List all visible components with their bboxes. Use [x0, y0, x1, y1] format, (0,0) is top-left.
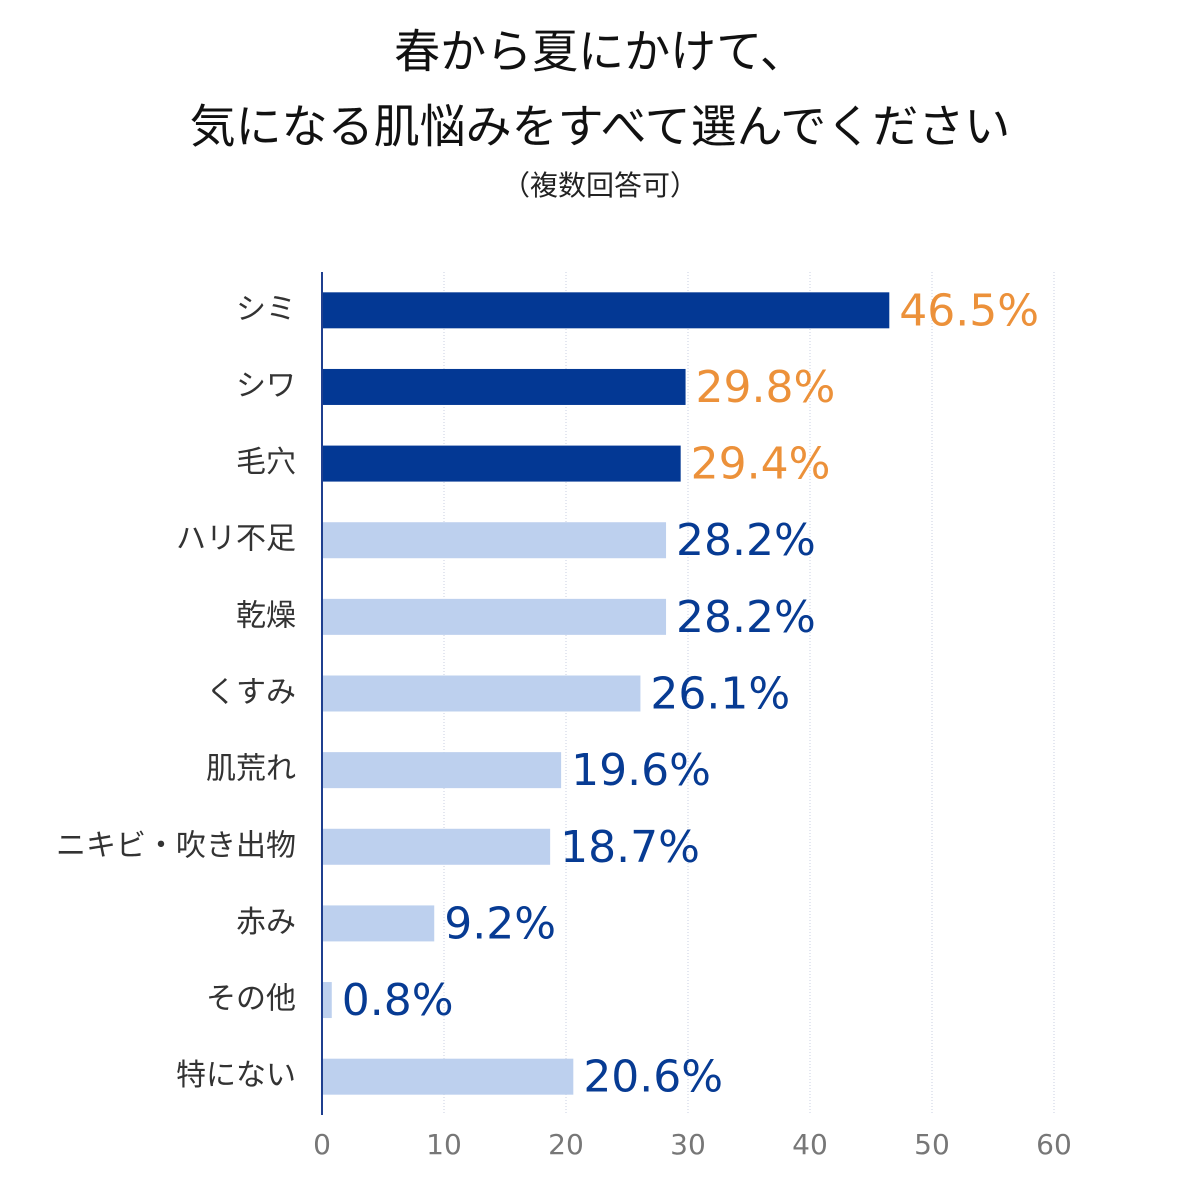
x-tick-label: 0	[313, 1128, 331, 1161]
value-label: 20.6%	[583, 1052, 723, 1103]
x-tick-label: 30	[670, 1128, 706, 1161]
bar	[322, 752, 562, 789]
value-label: 46.5%	[899, 285, 1039, 336]
y-tick-label: 肌荒れ	[206, 752, 296, 787]
value-label: 28.2%	[676, 515, 816, 566]
y-tick-label: シミ	[236, 292, 296, 327]
value-label: 29.4%	[691, 439, 831, 490]
bar	[322, 522, 667, 559]
bar	[322, 675, 641, 712]
y-tick-label: 赤み	[236, 905, 296, 940]
bar	[322, 828, 551, 865]
y-tick-label: くすみ	[206, 675, 296, 710]
y-tick-label: ニキビ・吹き出物	[56, 828, 296, 863]
value-label: 26.1%	[650, 669, 790, 720]
value-label: 0.8%	[342, 975, 454, 1026]
x-tick-label: 20	[548, 1128, 584, 1161]
y-tick-label: その他	[206, 982, 296, 1017]
value-label: 18.7%	[560, 822, 700, 873]
x-tick-label: 40	[792, 1128, 828, 1161]
bar	[322, 445, 681, 482]
value-label: 9.2%	[444, 898, 556, 949]
y-tick-label: 特にない	[176, 1058, 296, 1093]
chart-subtitle: （複数回答可）	[502, 169, 698, 202]
bar	[322, 292, 890, 329]
y-tick-label: 毛穴	[236, 445, 296, 480]
y-tick-label: シワ	[236, 368, 296, 403]
value-label: 19.6%	[571, 745, 711, 796]
bar	[322, 905, 435, 942]
bar	[322, 1058, 574, 1095]
bar	[322, 598, 667, 635]
bar	[322, 982, 332, 1019]
x-tick-label: 10	[426, 1128, 462, 1161]
x-tick-label: 50	[914, 1128, 950, 1161]
value-label: 29.8%	[696, 362, 836, 413]
value-label: 28.2%	[676, 592, 816, 643]
chart-title: 春から夏にかけて、	[394, 25, 806, 79]
y-tick-label: 乾燥	[236, 598, 296, 633]
x-tick-label: 60	[1036, 1128, 1072, 1161]
bar	[322, 368, 686, 405]
chart-title: 気になる肌悩みをすべて選んでください	[190, 100, 1011, 154]
y-tick-label: ハリ不足	[176, 522, 296, 557]
